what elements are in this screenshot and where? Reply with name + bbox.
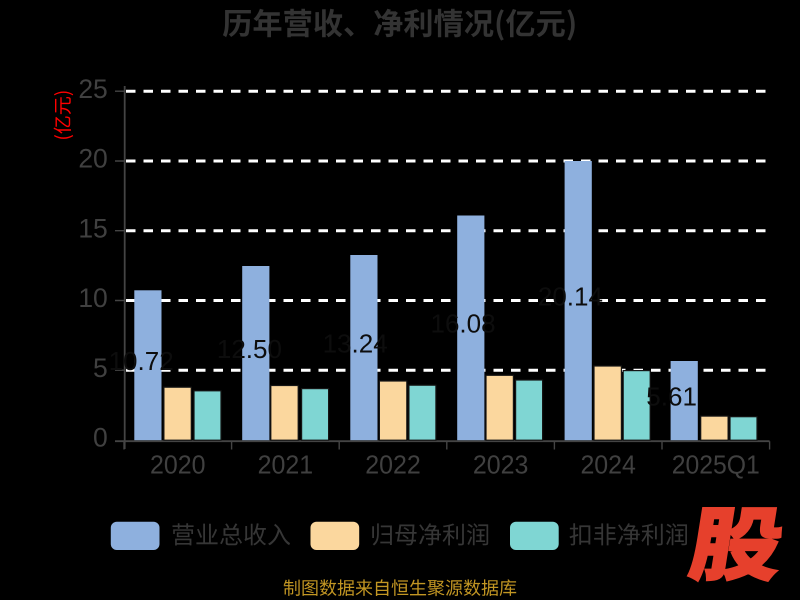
svg-text:5: 5	[93, 353, 108, 383]
svg-text:16.08: 16.08	[431, 309, 496, 339]
svg-text:12.50: 12.50	[217, 334, 282, 364]
svg-text:2024: 2024	[580, 450, 636, 480]
svg-text:13.24: 13.24	[323, 328, 388, 358]
svg-text:15: 15	[78, 213, 107, 243]
svg-text:2023: 2023	[473, 450, 529, 480]
svg-text:2021: 2021	[258, 450, 314, 480]
svg-text:10: 10	[78, 283, 107, 313]
svg-text:2020: 2020	[150, 450, 206, 480]
svg-text:10.72: 10.72	[109, 346, 174, 376]
svg-text:0: 0	[93, 423, 108, 453]
svg-text:20: 20	[78, 144, 107, 174]
svg-text:2022: 2022	[365, 450, 421, 480]
svg-text:25: 25	[78, 74, 107, 104]
svg-text:5.61: 5.61	[646, 381, 697, 411]
svg-text:2025Q1: 2025Q1	[672, 450, 760, 480]
svg-text:20.14: 20.14	[538, 281, 603, 311]
